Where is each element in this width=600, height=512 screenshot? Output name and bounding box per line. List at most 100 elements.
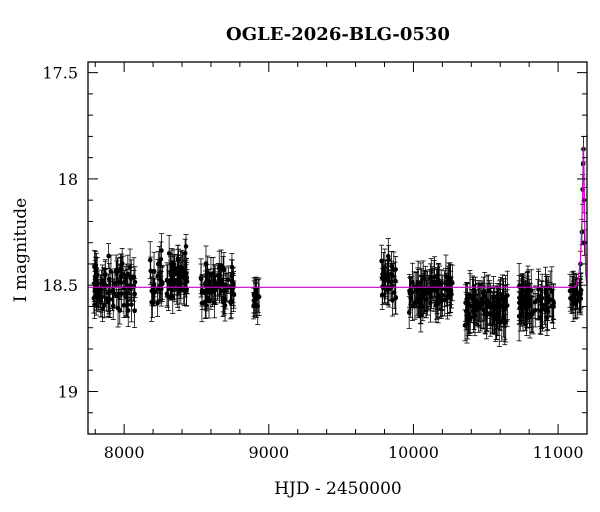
data-point-marker: [101, 280, 107, 286]
data-point-marker: [231, 291, 236, 296]
data-point-marker: [547, 297, 553, 302]
data-point: [171, 249, 177, 279]
data-point-marker: [106, 276, 112, 282]
data-point: [413, 271, 419, 308]
data-point-marker: [545, 305, 550, 311]
data-point-marker: [505, 293, 510, 298]
data-point: [101, 268, 107, 298]
model-curve: [88, 146, 588, 288]
data-point-marker: [517, 305, 523, 311]
data-point: [482, 295, 488, 334]
data-point-marker: [495, 304, 500, 310]
data-point-marker: [158, 256, 164, 262]
data-point: [106, 263, 112, 295]
data-point-marker: [435, 301, 441, 306]
data-point-marker: [502, 300, 508, 305]
data-point-marker: [132, 279, 138, 285]
data-point: [386, 245, 392, 275]
data-point: [383, 263, 389, 297]
data-point-marker: [170, 293, 176, 299]
data-point: [218, 266, 224, 301]
data-point: [199, 275, 205, 310]
data-point-marker: [226, 277, 231, 282]
data-point: [93, 250, 99, 281]
data-point-marker: [155, 300, 160, 306]
data-point-marker: [539, 295, 545, 301]
data-point-marker: [132, 308, 137, 314]
data-point: [520, 279, 526, 318]
data-point-marker: [229, 298, 234, 304]
data-point: [431, 269, 437, 312]
data-point-marker: [516, 313, 522, 319]
data-point-marker: [94, 268, 99, 274]
data-point-marker: [110, 287, 116, 293]
data-point: [439, 279, 445, 312]
data-point: [522, 279, 528, 317]
data-point: [132, 293, 138, 328]
data-point: [98, 283, 104, 318]
data-point-marker: [98, 298, 104, 303]
data-point-marker: [389, 284, 394, 289]
data-point: [216, 263, 222, 296]
data-point: [477, 284, 483, 322]
data-point-marker: [96, 290, 101, 296]
data-point-marker: [577, 295, 583, 301]
y-tick-label: 18.5: [42, 276, 78, 295]
data-point-marker: [183, 244, 189, 249]
data-point-marker: [175, 256, 181, 262]
data-point-marker: [92, 302, 97, 308]
data-points-layer: [91, 135, 587, 347]
data-point-marker: [477, 300, 483, 306]
data-point-marker: [427, 285, 433, 291]
data-point-marker: [568, 295, 573, 301]
data-point-marker: [216, 276, 222, 282]
data-point-marker: [119, 266, 124, 272]
data-point: [504, 270, 510, 321]
data-point-marker: [379, 258, 384, 264]
data-point-marker: [120, 272, 126, 277]
data-point-marker: [166, 294, 171, 299]
data-point-marker: [206, 279, 211, 284]
data-point-marker: [422, 290, 427, 295]
data-point-marker: [199, 290, 205, 295]
data-point-marker: [128, 275, 134, 280]
data-point-marker: [407, 288, 412, 294]
data-point: [102, 259, 108, 291]
data-point: [543, 276, 549, 311]
data-point-marker: [491, 311, 497, 316]
data-point: [211, 264, 217, 297]
data-point: [495, 294, 501, 336]
data-point-marker: [382, 265, 388, 270]
data-point: [180, 251, 186, 285]
data-point-marker: [447, 278, 452, 284]
data-point-marker: [115, 305, 121, 311]
data-point-marker: [116, 291, 121, 297]
data-point: [577, 282, 583, 314]
chart-title: OGLE-2026-BLG-0530: [226, 24, 450, 45]
data-point-marker: [151, 268, 157, 274]
data-point: [465, 301, 471, 340]
data-point: [230, 275, 236, 313]
data-point-marker: [219, 280, 224, 286]
plot-frame: [87, 61, 588, 435]
data-point-marker: [148, 268, 154, 274]
data-point: [491, 295, 497, 332]
data-point: [115, 289, 121, 328]
data-point: [443, 254, 449, 299]
data-point: [472, 276, 478, 325]
data-point-marker: [431, 288, 437, 293]
data-point: [108, 254, 114, 289]
data-point-marker: [523, 296, 528, 301]
data-point-marker: [462, 323, 468, 328]
data-point-marker: [166, 251, 172, 256]
data-point: [499, 289, 505, 324]
data-point-marker: [210, 271, 216, 276]
data-point: [119, 253, 125, 285]
data-point-marker: [428, 276, 433, 281]
data-point-marker: [465, 318, 471, 323]
data-point-marker: [393, 295, 399, 300]
data-point: [120, 255, 126, 293]
data-point: [148, 256, 154, 286]
data-point-marker: [414, 287, 419, 292]
